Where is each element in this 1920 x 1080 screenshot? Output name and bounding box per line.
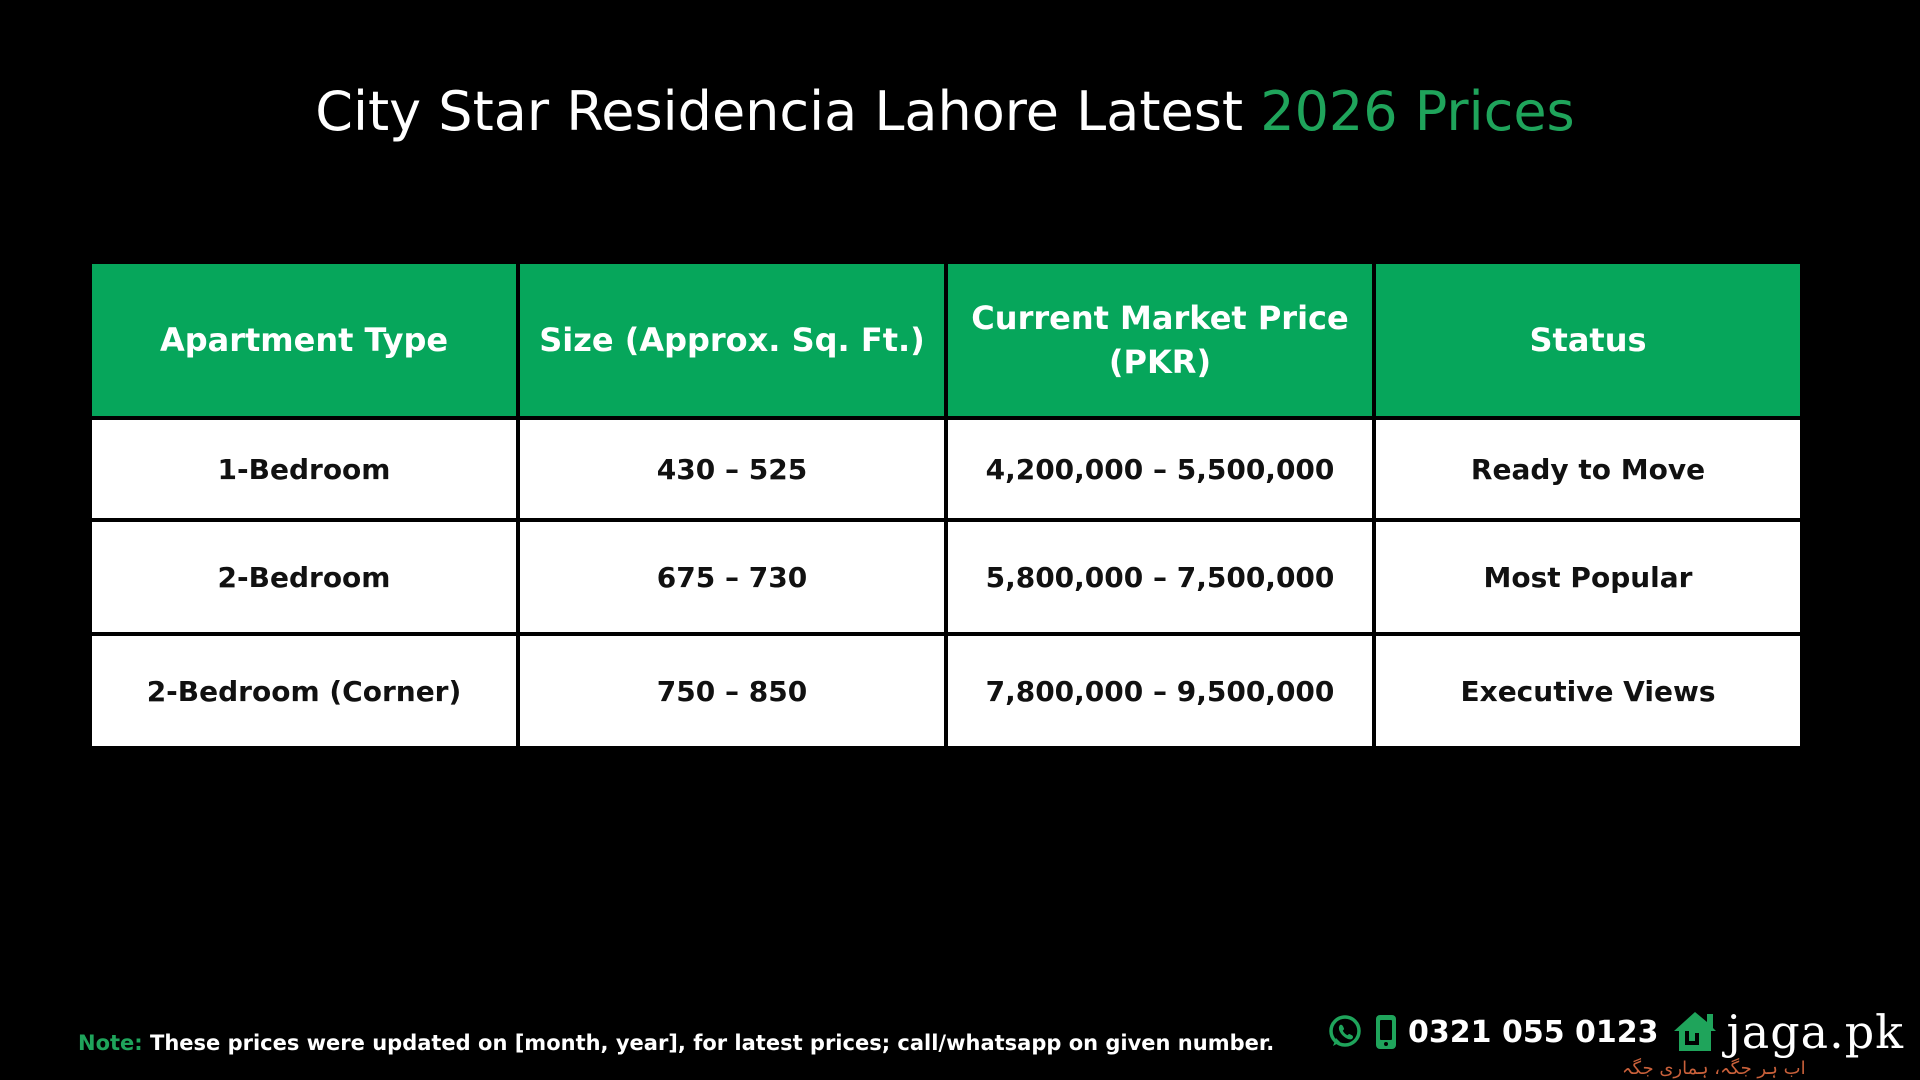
header-apartment-type: Apartment Type [92, 264, 516, 416]
title-main: City Star Residencia Lahore Latest [315, 80, 1261, 144]
table-cell: Ready to Move [1376, 420, 1800, 518]
title-accent: 2026 Prices [1260, 80, 1575, 144]
table-cell: 2-Bedroom (Corner) [92, 636, 516, 746]
header-status: Status [1376, 264, 1800, 416]
brand-tagline: اب ہر جگہ، ہماری جگہ [1622, 1058, 1806, 1079]
table-cell: 4,200,000 – 5,500,000 [948, 420, 1372, 518]
price-table: Apartment Type Size (Approx. Sq. Ft.) Cu… [92, 264, 1800, 746]
table-cell: 430 – 525 [520, 420, 944, 518]
table-cell: Most Popular [1376, 522, 1800, 632]
header-price: Current Market Price (PKR) [948, 264, 1372, 416]
table-cell: 7,800,000 – 9,500,000 [948, 636, 1372, 746]
table-cell: Executive Views [1376, 636, 1800, 746]
table-cell: 675 – 730 [520, 522, 944, 632]
footer-note: Note: These prices were updated on [mont… [78, 1031, 1274, 1055]
table-cell: 1-Bedroom [92, 420, 516, 518]
table-cell: 2-Bedroom [92, 522, 516, 632]
note-label: Note: [78, 1031, 143, 1055]
table-cell: 750 – 850 [520, 636, 944, 746]
house-logo-icon [1671, 1009, 1719, 1055]
note-text: These prices were updated on [month, yea… [142, 1031, 1275, 1055]
table-cell: 5,800,000 – 7,500,000 [948, 522, 1372, 632]
whatsapp-icon[interactable] [1326, 1013, 1364, 1051]
contact-block: 0321 055 0123 jaga.pk [1326, 1005, 1904, 1059]
brand-logo-text: jaga.pk [1726, 1005, 1905, 1059]
phone-number[interactable]: 0321 055 0123 [1408, 1014, 1659, 1050]
mobile-phone-icon[interactable] [1374, 1013, 1398, 1051]
header-size: Size (Approx. Sq. Ft.) [520, 264, 944, 416]
page-title: City Star Residencia Lahore Latest 2026 … [0, 80, 1890, 143]
